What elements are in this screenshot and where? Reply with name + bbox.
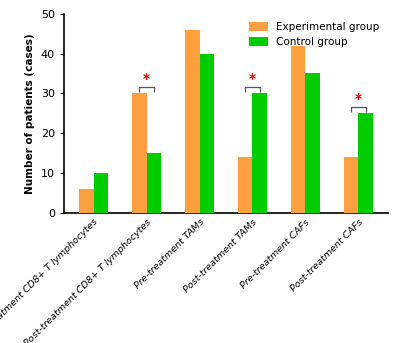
Bar — [79, 189, 94, 213]
Text: *: * — [143, 72, 150, 86]
Bar — [132, 93, 146, 213]
Bar — [291, 46, 306, 213]
Bar — [344, 157, 358, 213]
Bar — [185, 29, 200, 213]
Text: *: * — [249, 72, 256, 86]
Legend: Experimental group, Control group: Experimental group, Control group — [246, 19, 383, 50]
Bar — [306, 73, 320, 213]
Y-axis label: Number of patients (cases): Number of patients (cases) — [25, 33, 35, 193]
Bar — [238, 157, 252, 213]
Bar — [358, 113, 373, 213]
Bar — [146, 153, 161, 213]
Bar — [94, 173, 108, 213]
Text: *: * — [355, 92, 362, 106]
Bar — [200, 54, 214, 213]
Bar — [252, 93, 267, 213]
